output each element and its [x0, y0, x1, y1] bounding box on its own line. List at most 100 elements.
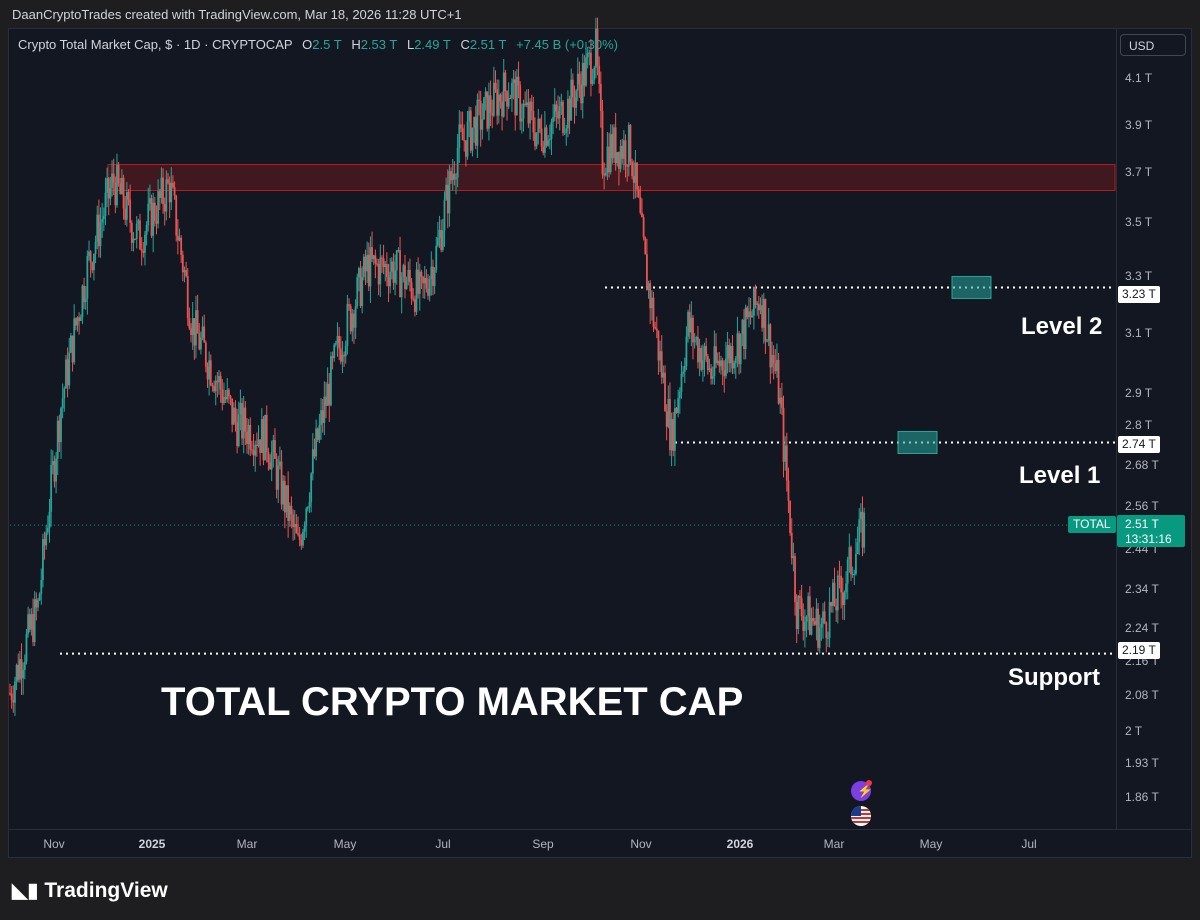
candle-body-441 — [734, 358, 737, 364]
candle-body-92 — [160, 177, 163, 198]
candle-body-168 — [285, 485, 288, 513]
candle-body-424 — [706, 355, 709, 370]
candle-body-106 — [183, 270, 186, 273]
candle-body-124 — [213, 386, 215, 392]
legend-symbol[interactable]: Crypto Total Market Cap, $ · 1D · CRYPTO… — [18, 37, 293, 52]
candle-body-330 — [552, 117, 555, 123]
candle-body-291 — [488, 95, 490, 129]
candle-body-328 — [548, 139, 551, 141]
time-axis-pane[interactable] — [8, 830, 1192, 858]
candle-body-234 — [394, 270, 397, 283]
candle-body-65 — [116, 164, 118, 206]
chart-pane[interactable] — [8, 28, 1117, 830]
candle-body-495 — [823, 611, 826, 623]
candle-body-468 — [779, 397, 782, 404]
candle-body-442 — [736, 333, 739, 359]
candle-body-1 — [10, 693, 13, 701]
candle-body-511 — [850, 547, 852, 575]
candle-body-9 — [23, 661, 26, 670]
candle-body-74 — [130, 222, 133, 243]
candle-body-166 — [282, 480, 285, 505]
candle-body-327 — [547, 140, 550, 146]
candle-body-52 — [94, 241, 97, 254]
candle-body-283 — [474, 116, 477, 146]
time-tick-9: May — [919, 837, 943, 851]
candle-body-493 — [820, 623, 823, 628]
candle-body-205 — [346, 304, 349, 346]
candle-body-93 — [162, 177, 164, 205]
candle-body-382 — [637, 189, 640, 198]
candle-body-395 — [659, 351, 661, 361]
candle-body-223 — [376, 263, 378, 265]
candle-body-386 — [644, 237, 647, 255]
level2-annotation: Level 2 — [1021, 313, 1103, 340]
candle-body-440 — [733, 363, 736, 369]
us-flag-icon[interactable] — [851, 806, 871, 826]
candle-body-173 — [293, 524, 296, 527]
candle-body-247 — [415, 269, 418, 312]
candle-body-469 — [780, 397, 783, 408]
candle-body-115 — [198, 333, 201, 350]
candle-body-222 — [374, 255, 377, 264]
candle-body-331 — [553, 104, 556, 118]
candle-body-0 — [9, 693, 11, 695]
candle-body-145 — [247, 424, 250, 444]
time-tick-3: May — [333, 837, 357, 851]
candle-body-183 — [310, 473, 313, 503]
candle-body-192 — [325, 396, 327, 406]
candle-body-448 — [746, 307, 749, 318]
candle-body-72 — [127, 192, 130, 200]
candle-body-79 — [139, 220, 141, 250]
candle-body-131 — [224, 397, 227, 400]
candle-body-518 — [861, 511, 864, 548]
candle-body-193 — [326, 383, 329, 406]
candle-body-445 — [741, 319, 744, 334]
candle-body-21 — [43, 539, 46, 546]
currency-button[interactable]: USD — [1120, 34, 1186, 56]
candle-body-481 — [800, 598, 803, 617]
candle-body-426 — [710, 368, 712, 379]
candle-body-259 — [435, 245, 438, 270]
candle-body-351 — [586, 53, 589, 58]
candle-body-515 — [856, 542, 859, 554]
candle-body-143 — [244, 407, 247, 432]
lightning-icon[interactable]: ⚡ — [851, 780, 873, 801]
candle-body-210 — [354, 306, 357, 328]
candle-body-35 — [66, 359, 69, 386]
tradingview-logo[interactable]: ◣▮ TradingView — [12, 878, 168, 903]
candle-body-136 — [232, 407, 235, 425]
candle-body-204 — [344, 345, 347, 357]
candle-body-113 — [195, 310, 197, 346]
candle-body-458 — [762, 299, 765, 328]
candle-body-333 — [557, 111, 559, 119]
candle-body-146 — [249, 424, 252, 450]
candle-body-350 — [585, 57, 587, 86]
candle-body-186 — [315, 428, 318, 457]
candle-body-363 — [606, 146, 609, 173]
candle-body-455 — [757, 303, 760, 311]
price-tick-11: 2.34 T — [1125, 582, 1159, 596]
candle-body-238 — [400, 277, 403, 298]
candle-body-81 — [142, 251, 145, 253]
candle-body-457 — [761, 305, 764, 328]
candle-body-475 — [790, 532, 793, 559]
candle-body-11 — [27, 614, 30, 634]
support-annotation: Support — [1008, 664, 1100, 691]
candle-body-89 — [155, 220, 158, 224]
candle-body-434 — [723, 370, 726, 377]
candle-body-190 — [321, 410, 324, 423]
candle-body-48 — [88, 251, 90, 257]
candle-body-463 — [771, 355, 773, 368]
candle-body-101 — [175, 195, 178, 236]
time-tick-4: Jul — [435, 837, 451, 851]
candle-body-329 — [550, 122, 553, 140]
candle-body-347 — [580, 84, 582, 104]
candle-body-56 — [101, 219, 104, 223]
price-tick-14: 2.08 T — [1125, 688, 1159, 702]
candle-body-154 — [262, 419, 265, 461]
candle-body-341 — [570, 79, 573, 121]
candle-body-366 — [611, 134, 614, 159]
candle-body-111 — [191, 318, 194, 335]
price-axis-pane[interactable] — [1117, 28, 1192, 830]
